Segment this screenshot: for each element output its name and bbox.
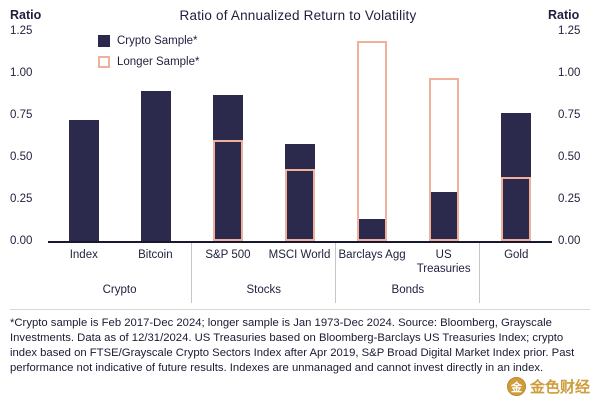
label-group-stocks: S&P 500 MSCI World Stocks <box>191 243 335 303</box>
bar-crypto-sample-gold <box>501 113 531 241</box>
bar-longer-sample-barclays-agg <box>357 41 387 241</box>
legend-item-crypto-sample: Crypto Sample* <box>98 35 199 47</box>
bar-longer-sample-us-treasuries <box>429 78 459 241</box>
label-group-bonds: Barclays Agg US Treasuries Bonds <box>335 243 479 303</box>
plot-area: Crypto Sample* Longer Sample* <box>48 31 552 243</box>
label-group-crypto: Index Bitcoin Crypto <box>48 243 191 303</box>
x-label-index: Index <box>69 249 98 261</box>
y-tick-0-75: 0.75 <box>558 109 581 121</box>
group-label-none <box>480 281 552 291</box>
x-label-bitcoin: Bitcoin <box>138 249 173 261</box>
bar-crypto-sample-barclays-agg <box>357 219 387 241</box>
chart-title: Ratio of Annualized Return to Volatility <box>179 8 417 23</box>
label-group-gold: Gold <box>479 243 552 303</box>
bar-group-gold <box>480 31 552 241</box>
y-tick-0-25: 0.25 <box>10 193 33 205</box>
legend-item-longer-sample: Longer Sample* <box>98 56 199 68</box>
jinse-coin-logo-icon: 金 <box>506 377 526 396</box>
y-tick-1-25: 1.25 <box>558 25 581 37</box>
footnote: *Crypto sample is Feb 2017-Dec 2024; lon… <box>10 309 590 376</box>
y-axis-left: 0.00 0.25 0.50 0.75 1.00 1.25 <box>10 25 48 247</box>
bar-crypto-sample-us-treasuries <box>429 192 459 241</box>
x-label-barclays-agg: Barclays Agg <box>338 249 406 261</box>
bar-column-bitcoin <box>120 31 192 241</box>
y-tick-1-25: 1.25 <box>10 25 33 37</box>
left-axis-title: Ratio <box>10 8 42 22</box>
group-label-stocks: Stocks <box>246 284 281 296</box>
legend-label-longer-sample: Longer Sample* <box>117 56 200 68</box>
coin-glyph: 金 <box>510 381 522 394</box>
x-label-msci-world: MSCI World <box>268 249 331 261</box>
y-tick-0-25: 0.25 <box>558 193 581 205</box>
y-tick-0-50: 0.50 <box>10 151 33 163</box>
group-label-crypto: Crypto <box>102 284 137 296</box>
bar-longer-sample-gold <box>501 177 531 241</box>
legend-label-crypto-sample: Crypto Sample* <box>117 35 198 47</box>
watermark: 金 金色财经 <box>506 376 590 397</box>
crypto-sample-swatch-icon <box>98 35 110 47</box>
longer-sample-swatch-icon <box>98 56 110 68</box>
bar-column-index <box>48 31 120 241</box>
plot-center: Crypto Sample* Longer Sample* Index Bitco… <box>48 31 552 303</box>
bar-group-crypto <box>48 31 192 241</box>
y-tick-0-00: 0.00 <box>10 235 33 247</box>
bar-column-msci-world <box>264 31 336 241</box>
legend: Crypto Sample* Longer Sample* <box>98 35 199 68</box>
bar-crypto-sample-s-p-500 <box>213 94 243 241</box>
bar-column-gold <box>480 31 552 241</box>
bar-column-us-treasuries <box>408 31 480 241</box>
bar-longer-sample-s-p-500 <box>213 140 243 241</box>
y-tick-0-00: 0.00 <box>558 235 581 247</box>
group-label-bonds: Bonds <box>391 284 425 296</box>
watermark-text: 金色财经 <box>529 379 590 396</box>
y-tick-1-00: 1.00 <box>10 67 33 79</box>
x-label-gold: Gold <box>504 249 529 261</box>
x-label-us-treasuries: US Treasuries <box>416 249 471 275</box>
x-label-s-p-500: S&P 500 <box>205 249 251 261</box>
bar-crypto-sample-index <box>69 120 99 241</box>
right-axis-title: Ratio <box>548 8 580 22</box>
bar-group-stocks <box>192 31 336 241</box>
bar-group-bonds <box>336 31 480 241</box>
plot-row: 0.00 0.25 0.50 0.75 1.00 1.25 Crypto Sample* … <box>0 25 600 303</box>
bar-longer-sample-msci-world <box>285 168 315 241</box>
bar-crypto-sample-bitcoin <box>141 91 171 241</box>
y-axis-right: 0.00 0.25 0.50 0.75 1.00 1.25 <box>552 25 590 247</box>
bar-crypto-sample-msci-world <box>285 143 315 241</box>
bars <box>48 31 552 241</box>
chart-header: Ratio Ratio of Annualized Return to Vola… <box>0 8 600 23</box>
x-axis-labels: Index Bitcoin Crypto S&P 500 MSCI World Stock… <box>48 243 552 303</box>
bar-column-s-p-500 <box>192 31 264 241</box>
y-tick-1-00: 1.00 <box>558 67 581 79</box>
bar-column-barclays-agg <box>336 31 408 241</box>
y-tick-0-75: 0.75 <box>10 109 33 121</box>
y-tick-0-50: 0.50 <box>558 151 581 163</box>
